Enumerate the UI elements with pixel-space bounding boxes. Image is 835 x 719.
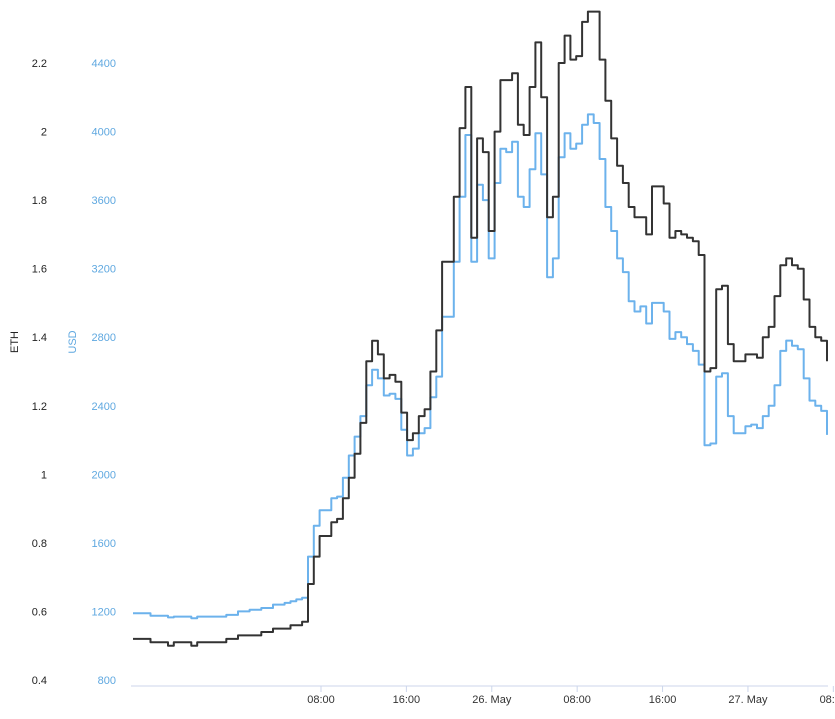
x-tick-label: 08:00 [307,694,335,706]
usd-tick-label: 800 [98,675,116,687]
usd-axis-title: USD [67,330,79,353]
eth-tick-label: 1.2 [32,401,47,413]
x-tick-label: 08:00 [820,694,835,706]
x-tick-label: 16:00 [393,694,421,706]
usd-series-line [133,113,828,620]
x-tick-label: 26. May [472,694,512,706]
usd-tick-label: 4400 [92,58,116,70]
usd-tick-label: 1200 [92,606,116,618]
usd-tick-label: 2000 [92,469,116,481]
usd-tick-label: 4000 [92,127,116,139]
usd-tick-label: 3600 [92,195,116,207]
usd-tick-label: 3200 [92,264,116,276]
eth-tick-label: 0.8 [32,538,47,550]
eth-tick-label: 0.4 [32,675,47,687]
x-tick-label: 16:00 [649,694,677,706]
eth-tick-label: 1.4 [32,332,47,344]
x-tick-label: 08:00 [563,694,591,706]
eth-tick-label: 1.8 [32,195,47,207]
usd-tick-label: 2400 [92,401,116,413]
eth-tick-label: 2.2 [32,58,47,70]
eth-tick-label: 1 [41,469,47,481]
eth-axis-title: ETH [9,331,21,353]
usd-axis-ticks: 800 1200 1600 2000 2400 2800 3200 3600 4000 4400 [92,58,116,687]
eth-axis-ticks: 0.4 0.6 0.8 1 1.2 1.4 1.6 1.8 2 2.2 [32,58,47,687]
eth-tick-label: 1.6 [32,264,47,276]
x-tick-label: 27. May [728,694,768,706]
eth-tick-label: 0.6 [32,606,47,618]
usd-tick-label: 2800 [92,332,116,344]
usd-tick-label: 1600 [92,538,116,550]
eth-tick-label: 2 [41,127,47,139]
series-lines [133,10,828,647]
eth-series-line [133,10,828,647]
